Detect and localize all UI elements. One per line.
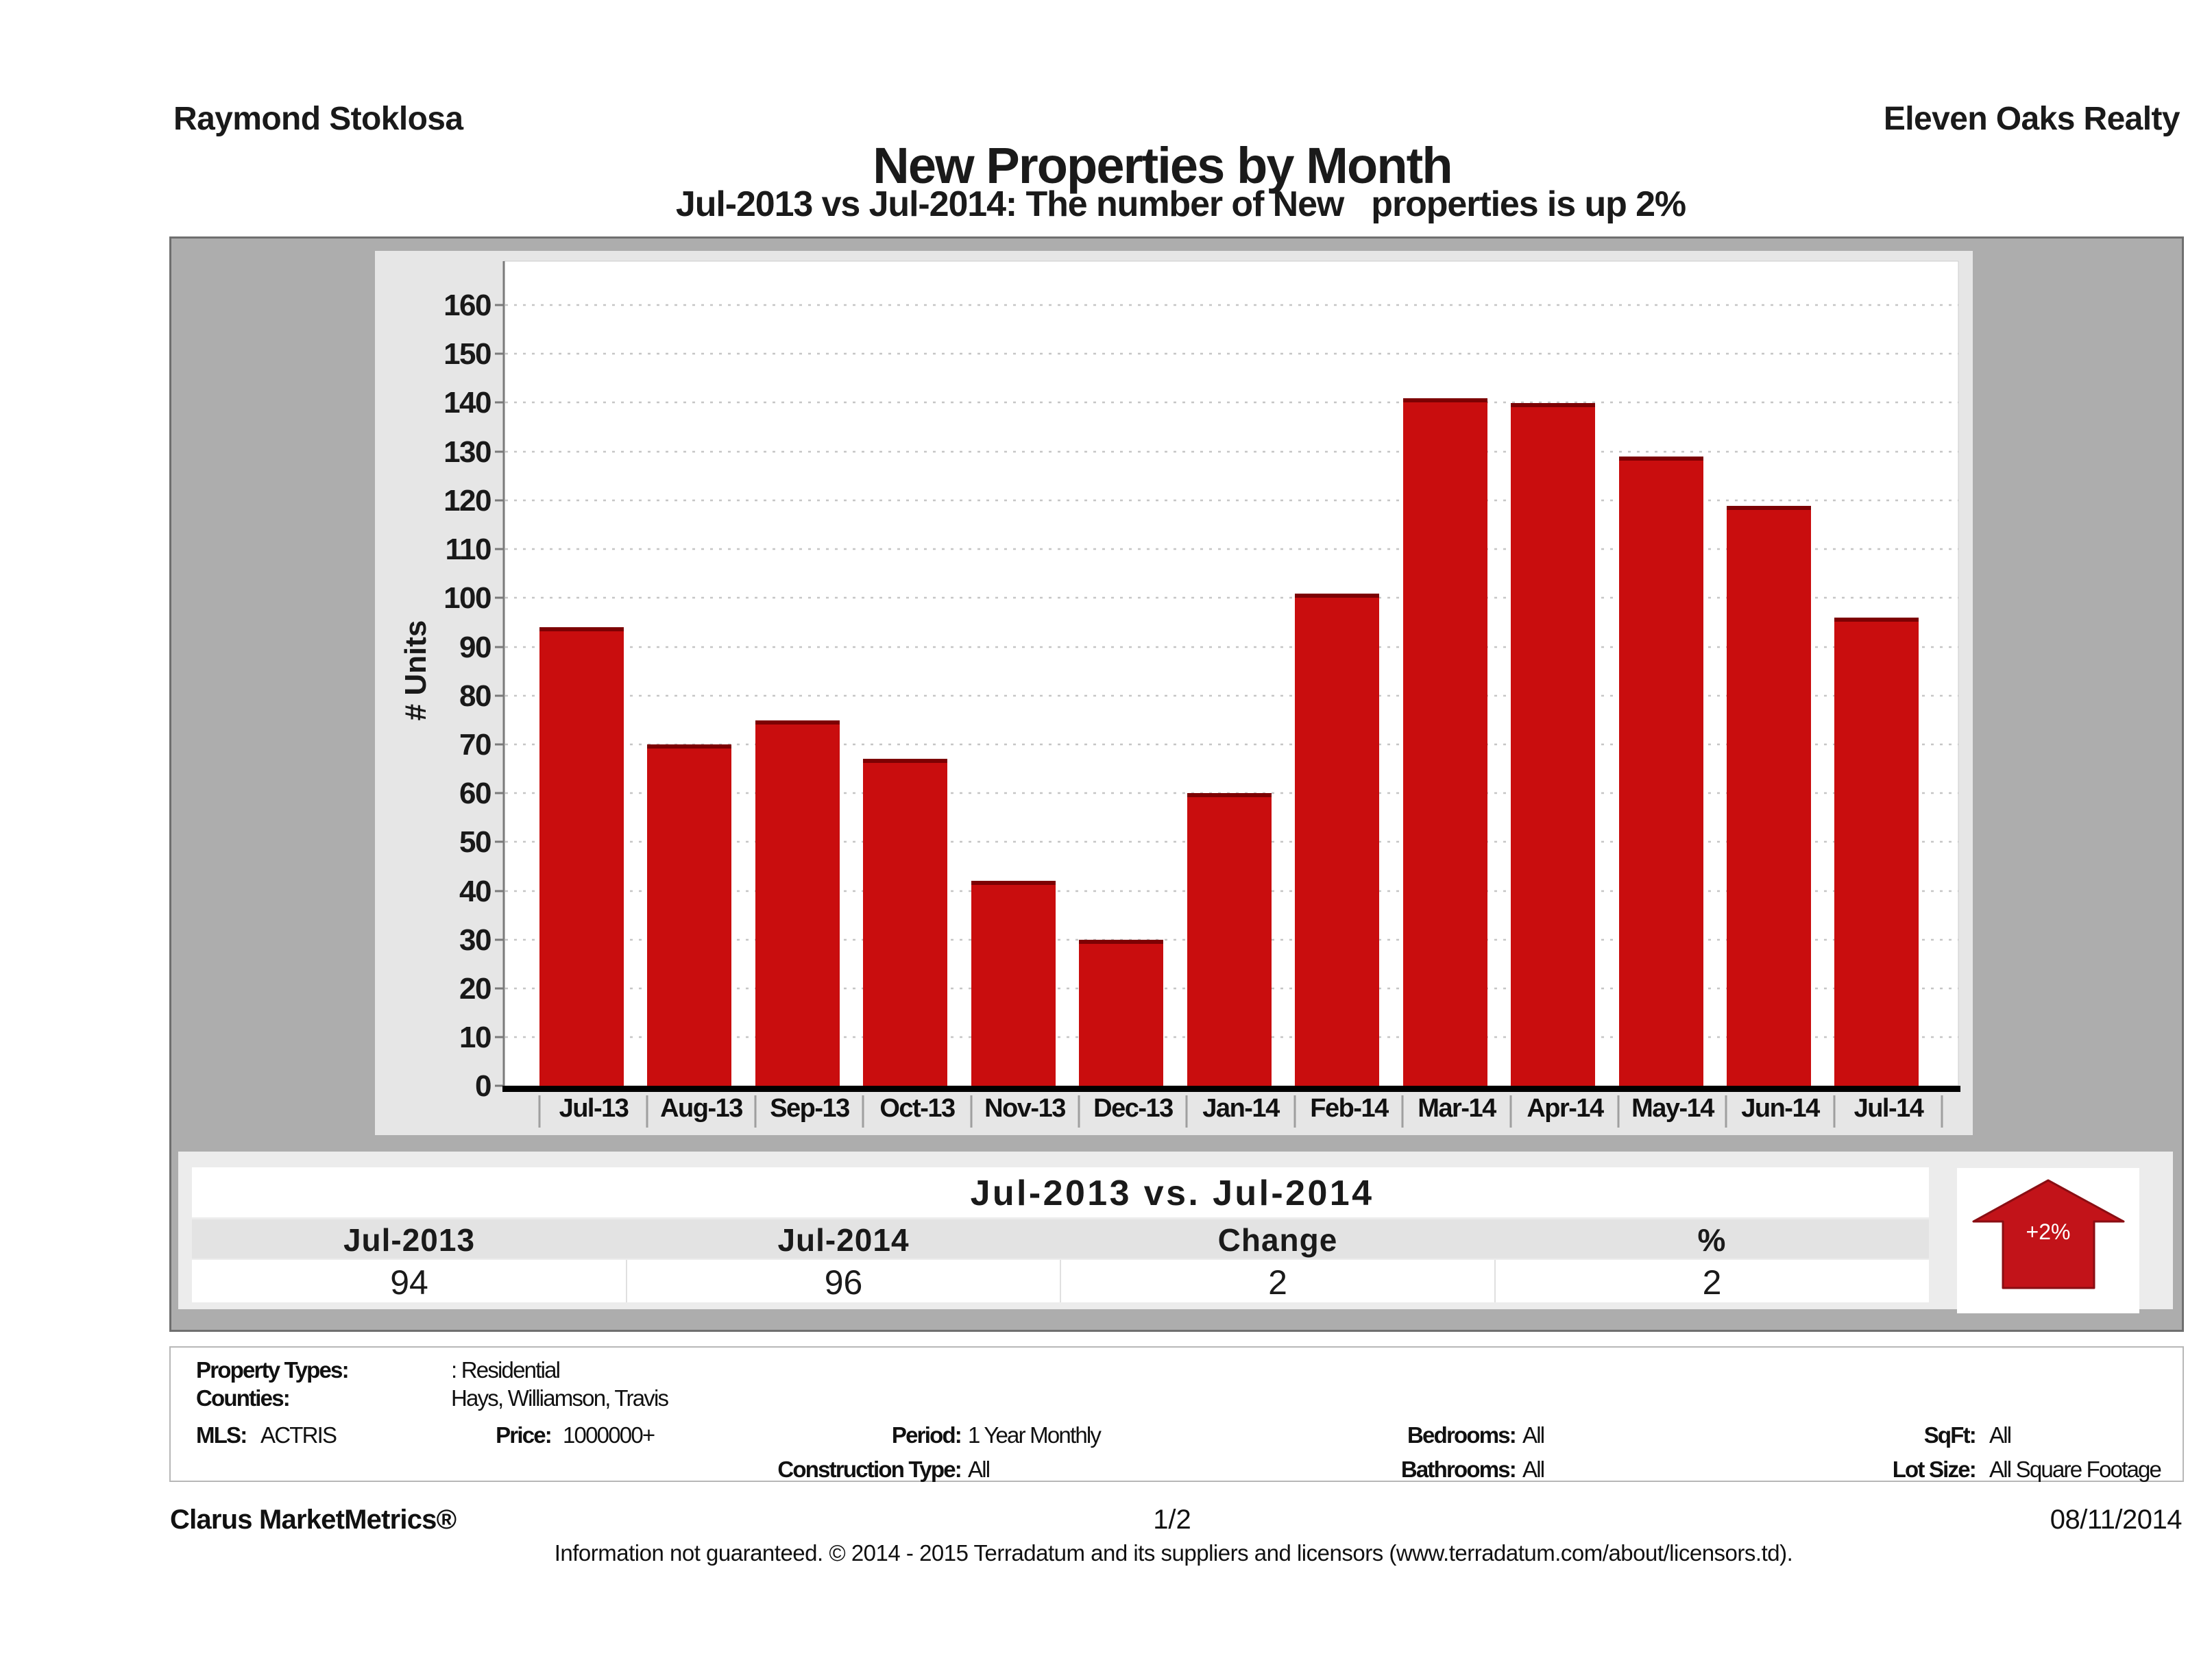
svg-text:Dec-13: Dec-13	[1093, 1094, 1173, 1123]
svg-text:+2%: +2%	[2026, 1219, 2071, 1244]
svg-text:Aug-13: Aug-13	[660, 1094, 742, 1123]
svg-text:110: 110	[446, 533, 491, 566]
svg-text:90: 90	[459, 631, 491, 664]
svg-text:50: 50	[459, 825, 491, 859]
svg-text:160: 160	[443, 289, 491, 322]
svg-text:30: 30	[459, 923, 491, 957]
svg-text:May-14: May-14	[1631, 1094, 1714, 1123]
svg-text:40: 40	[459, 875, 491, 908]
svg-text:# Units: # Units	[399, 620, 433, 721]
svg-text:Nov-13: Nov-13	[984, 1094, 1065, 1123]
svg-text:Jul-14: Jul-14	[1854, 1094, 1924, 1123]
svg-text:Jan-14: Jan-14	[1202, 1094, 1280, 1123]
svg-text:120: 120	[443, 484, 491, 518]
svg-text:80: 80	[459, 679, 491, 713]
svg-text:Jul-13: Jul-13	[559, 1094, 629, 1123]
svg-text:130: 130	[443, 435, 491, 469]
svg-text:100: 100	[443, 581, 491, 615]
svg-text:20: 20	[459, 972, 491, 1006]
svg-text:10: 10	[459, 1021, 491, 1054]
svg-text:70: 70	[459, 728, 491, 762]
svg-text:Mar-14: Mar-14	[1418, 1094, 1496, 1123]
svg-text:140: 140	[443, 386, 491, 420]
svg-text:Jun-14: Jun-14	[1741, 1094, 1820, 1123]
svg-text:60: 60	[459, 777, 491, 810]
svg-text:Feb-14: Feb-14	[1310, 1094, 1389, 1123]
svg-text:0: 0	[475, 1069, 491, 1103]
svg-text:Oct-13: Oct-13	[879, 1094, 955, 1123]
svg-text:150: 150	[443, 337, 491, 371]
svg-text:Sep-13: Sep-13	[770, 1094, 849, 1123]
svg-text:Apr-14: Apr-14	[1527, 1094, 1604, 1123]
